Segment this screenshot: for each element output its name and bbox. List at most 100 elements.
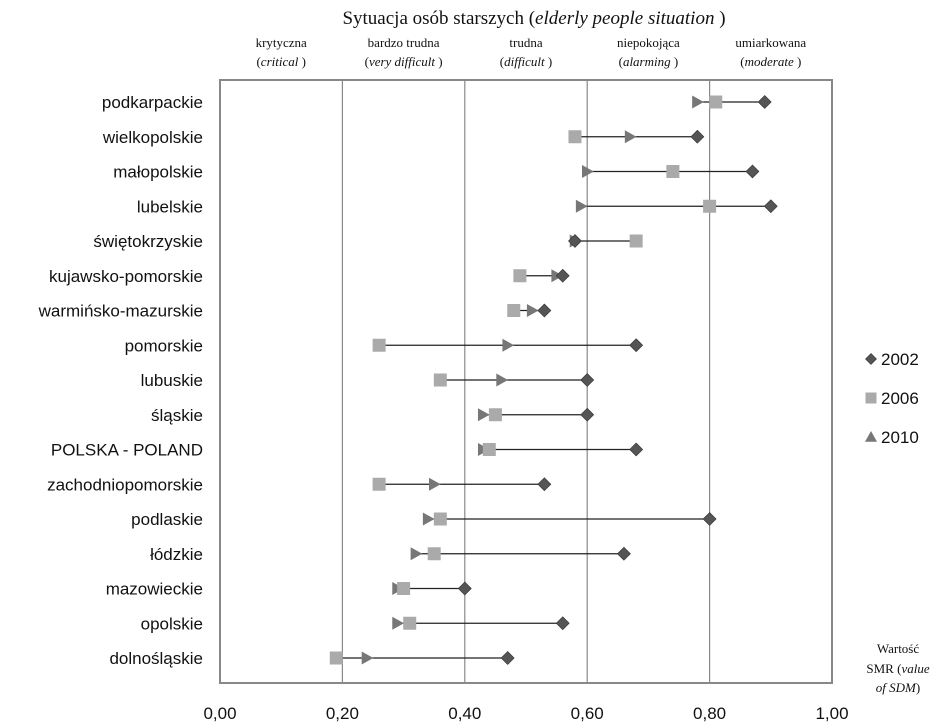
band-label-en: (alarming ) [619, 54, 679, 69]
marker-2010 [392, 616, 404, 630]
marker-2002 [537, 303, 552, 318]
row-6 [507, 303, 552, 318]
plot-frame [219, 79, 833, 684]
category-label: świętokrzyskie [93, 232, 203, 251]
x-axis-label-line3: of SDM) [876, 680, 920, 695]
marker-2010 [361, 651, 374, 665]
marker-2006 [488, 408, 502, 422]
x-axis-label-line1: Wartość [877, 641, 919, 656]
legend-label: 2006 [881, 389, 919, 408]
band-labels: krytyczna (critical ) bardzo trudna (very d… [256, 35, 807, 69]
row-11 [372, 477, 552, 492]
marker-2002 [763, 199, 778, 214]
row-2 [582, 164, 760, 179]
marker-2002 [568, 234, 582, 248]
marker-2010 [624, 130, 637, 144]
row-16 [329, 651, 515, 665]
marker-2002 [629, 338, 644, 353]
row-8 [433, 373, 595, 387]
x-tick-label: 1,00 [815, 704, 848, 723]
row-7 [372, 338, 644, 353]
band-label-en: (very difficult ) [365, 54, 443, 69]
marker-2006 [433, 373, 447, 387]
category-label: lubelskie [137, 197, 203, 216]
marker-2006 [397, 582, 411, 595]
x-tick-label: 0,60 [571, 704, 604, 723]
category-labels: podkarpackie wielkopolskie małopolskie lube… [38, 93, 203, 668]
data-rows [329, 95, 778, 665]
marker-2002 [580, 373, 595, 387]
marker-2006 [507, 304, 521, 317]
marker-2006 [482, 443, 496, 456]
band-label-pl: krytyczna [256, 35, 307, 50]
chart-title-main: Sytuacja osób starszych ( [342, 8, 535, 29]
chart-title-italic: elderly people situation [535, 8, 714, 29]
marker-2006 [513, 269, 527, 283]
x-tick-label: 0,00 [203, 704, 236, 723]
band-label-en: (critical ) [256, 54, 305, 69]
category-label: warmińsko-mazurskie [38, 302, 203, 321]
marker-2006 [427, 547, 441, 561]
marker-2010 [429, 477, 441, 491]
svg-text:Sytuacja osób starszych (elder: Sytuacja osób starszych (elderly people … [342, 8, 725, 29]
category-label: wielkopolskie [102, 128, 203, 147]
legend-label: 2002 [881, 350, 919, 369]
band-label-en: (moderate ) [740, 54, 801, 69]
row-3 [575, 199, 778, 214]
marker-2002 [580, 407, 595, 422]
category-label: mazowieckie [106, 580, 203, 599]
marker-2010 [477, 408, 490, 422]
marker-2006 [403, 616, 417, 630]
marker-2006 [329, 651, 343, 665]
marker-2002 [702, 512, 717, 526]
marker-2010 [410, 547, 423, 561]
category-label: opolskie [141, 614, 203, 633]
legend-triangle-icon [865, 431, 877, 442]
band-label-en: (difficult ) [500, 54, 552, 69]
marker-2006 [703, 199, 717, 213]
band-label-pl: umiarkowana [735, 35, 806, 50]
x-tick-label: 0,40 [448, 704, 481, 723]
x-tick-label: 0,20 [326, 704, 359, 723]
row-15 [392, 616, 570, 631]
x-axis-label-line2: SMR (value [866, 661, 929, 676]
marker-2010 [422, 512, 435, 526]
chart-title: Sytuacja osób starszych (elderly people … [342, 8, 725, 29]
marker-2002 [757, 95, 772, 109]
marker-2010 [526, 304, 539, 317]
marker-2006 [629, 234, 643, 248]
legend-label: 2010 [881, 428, 919, 447]
x-axis-label: Wartość SMR (value of SDM) [866, 641, 929, 695]
marker-2002 [629, 442, 644, 457]
marker-2010 [692, 95, 704, 109]
marker-2010 [575, 199, 588, 213]
legend-diamond-icon [865, 353, 877, 365]
category-label: podkarpackie [102, 93, 203, 112]
category-label: łódzkie [150, 545, 203, 564]
marker-2002 [555, 268, 570, 283]
marker-2002 [690, 129, 705, 144]
category-label: śląskie [151, 406, 203, 425]
marker-2006 [666, 165, 680, 178]
row-1 [568, 129, 705, 144]
marker-2006 [372, 477, 386, 491]
category-label: lubuskie [141, 371, 203, 390]
chart-title-close: ) [714, 8, 725, 29]
legend-square-icon [865, 392, 877, 404]
marker-2006 [372, 338, 386, 352]
x-tick-label: 0,80 [693, 704, 726, 723]
row-0 [692, 95, 772, 109]
marker-2002 [745, 164, 760, 179]
x-tick-labels: 0,00 0,20 0,40 0,60 0,80 1,00 [203, 704, 848, 723]
marker-2002 [500, 651, 515, 665]
marker-2010 [496, 373, 509, 387]
band-label-pl: niepokojąca [617, 35, 680, 50]
row-13 [410, 546, 631, 561]
row-9 [477, 407, 595, 422]
category-label: zachodniopomorskie [47, 475, 203, 494]
row-14 [392, 581, 472, 596]
category-label: małopolskie [113, 163, 203, 182]
category-label: dolnośląskie [109, 649, 203, 668]
category-label: POLSKA - POLAND [51, 441, 203, 460]
